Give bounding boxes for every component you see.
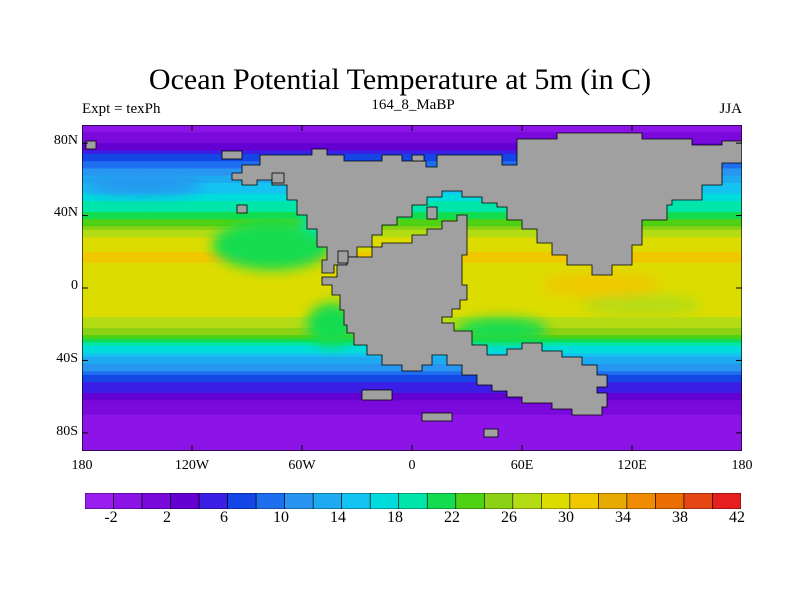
temperature-band [82, 215, 742, 220]
x-tick-label: 60E [510, 458, 534, 473]
colorbar-tick-label: 2 [163, 509, 171, 526]
x-tick-label: 180 [731, 458, 753, 473]
colorbar-tick-label: 26 [501, 509, 517, 526]
land-mask [85, 132, 742, 438]
colorbar-swatch [312, 493, 342, 509]
colorbar-tick-label: 34 [615, 509, 631, 526]
x-tick-label: 120E [617, 458, 647, 473]
temperature-band [82, 371, 742, 376]
experiment-label: Expt = texPh [82, 101, 161, 117]
y-tick-label: 80S [56, 424, 78, 439]
colorbar-tick-label: -2 [104, 509, 118, 526]
temperature-map [82, 125, 742, 451]
axis-ticks [82, 125, 742, 451]
ocean-temperature-anomalies [82, 175, 702, 347]
colorbar-tick-label: 18 [387, 509, 403, 526]
temperature-band [82, 400, 742, 405]
colorbar-swatch [141, 493, 171, 509]
y-tick-label: 40N [53, 205, 78, 220]
colorbar [85, 493, 741, 509]
colorbar-swatch [626, 493, 656, 509]
x-tick-label: 0 [408, 458, 416, 473]
temperature-band [82, 226, 742, 231]
colorbar-tick-label: 42 [729, 509, 745, 526]
colorbar-tick-label: 10 [273, 509, 289, 526]
colorbar-swatch [655, 493, 685, 509]
temperature-band [82, 385, 742, 391]
temperature-band [82, 418, 742, 423]
temperature-band [82, 382, 742, 387]
colorbar-tick-label: 30 [558, 509, 574, 526]
season-label: JJA [719, 101, 742, 117]
temperature-band [82, 436, 742, 441]
colorbar-swatch [426, 493, 457, 509]
colorbar-swatch [227, 493, 257, 509]
colorbar-swatch [598, 493, 628, 509]
colorbar-swatch [569, 493, 599, 509]
x-tick-label: 120W [174, 458, 210, 473]
colorbar-tick-label: 22 [444, 509, 460, 526]
temperature-band [82, 150, 742, 155]
colorbar-swatch [683, 493, 713, 509]
temperature-band [82, 374, 742, 380]
colorbar-swatch [284, 493, 314, 509]
colorbar-swatch [255, 493, 285, 509]
temperature-band [82, 143, 742, 148]
colorbar-tick-label: 38 [672, 509, 688, 526]
temperature-band [82, 422, 742, 427]
colorbar-swatch [369, 493, 400, 509]
temperature-band [82, 414, 742, 419]
colorbar-swatch [398, 493, 428, 509]
colorbar-tick-label: 6 [220, 509, 228, 526]
x-tick-label: 60W [288, 458, 316, 473]
colorbar-swatch [170, 493, 200, 509]
colorbar-swatch [484, 493, 514, 509]
temperature-band [82, 429, 742, 434]
temperature-band [82, 222, 742, 228]
colorbar-swatch [341, 493, 371, 509]
temperature-band [82, 378, 742, 383]
age-label: 164_8_MaBP [371, 97, 455, 113]
y-tick-label: 80N [53, 133, 78, 148]
temperature-band [82, 393, 742, 398]
temperature-band [82, 411, 742, 416]
colorbar-swatch [712, 493, 741, 509]
temperature-band [82, 219, 742, 224]
colorbar-swatch [455, 493, 485, 509]
y-tick-label: 40S [56, 351, 78, 366]
temperature-band [82, 425, 742, 430]
colorbar-swatch [512, 493, 542, 509]
temperature-band [82, 139, 742, 144]
colorbar-swatch [113, 493, 143, 509]
temperature-band [82, 440, 742, 445]
temperature-band [82, 146, 742, 151]
colorbar-swatch [85, 493, 114, 509]
temperature-band [82, 230, 742, 235]
y-tick-label: 0 [71, 278, 78, 293]
map-title: Ocean Potential Temperature at 5m (in C) [148, 63, 652, 96]
temperature-band [82, 432, 742, 438]
temperature-band [82, 132, 742, 137]
temperature-band [82, 389, 742, 394]
temperature-band [82, 407, 742, 412]
colorbar-swatch [541, 493, 571, 509]
temperature-band [82, 396, 742, 401]
temperature-band [82, 135, 742, 141]
colorbar-tick-label: 14 [330, 509, 346, 526]
colorbar-swatch [198, 493, 228, 509]
temperature-band [82, 403, 742, 409]
x-tick-label: 180 [71, 458, 93, 473]
